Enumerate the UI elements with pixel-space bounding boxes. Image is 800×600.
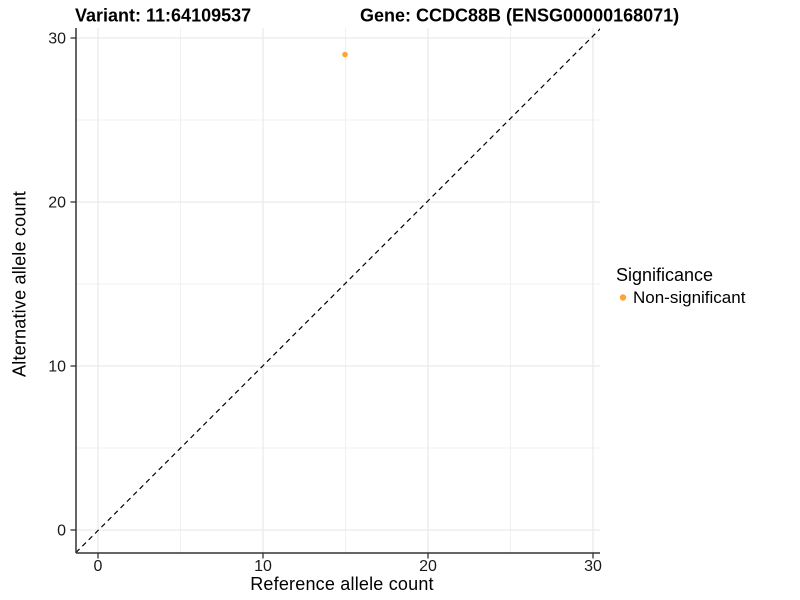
y-tick-label-30: 30 xyxy=(48,31,66,48)
legend-item-label: Non-significant xyxy=(633,288,746,307)
x-tick-label-20: 20 xyxy=(419,558,437,575)
x-axis: 0 10 20 30 Reference allele count xyxy=(76,552,602,594)
y-tick-label-20: 20 xyxy=(48,195,66,212)
gridlines-major xyxy=(76,28,600,553)
legend-item-non-significant: Non-significant xyxy=(619,288,746,307)
x-tick-label-30: 30 xyxy=(584,558,602,575)
y-axis: 0 10 20 30 Alternative allele count xyxy=(9,28,77,553)
x-tick-label-0: 0 xyxy=(94,558,103,575)
plot-title-gene: Gene: CCDC88B (ENSG00000168071) xyxy=(360,6,679,26)
y-tick-label-0: 0 xyxy=(57,523,66,540)
plot-title-variant: Variant: 11:64109537 xyxy=(75,6,251,26)
y-tick-label-10: 10 xyxy=(48,359,66,376)
legend: Significance Non-significant xyxy=(616,265,746,307)
y-axis-title: Alternative allele count xyxy=(9,191,29,377)
identity-reference-line xyxy=(76,28,600,553)
legend-title: Significance xyxy=(616,265,713,285)
x-axis-title: Reference allele count xyxy=(250,574,434,594)
gridlines-minor xyxy=(76,28,600,553)
legend-swatch-non-significant-icon xyxy=(619,294,627,301)
x-tick-label-10: 10 xyxy=(254,558,272,575)
data-point-non-significant xyxy=(342,51,348,58)
